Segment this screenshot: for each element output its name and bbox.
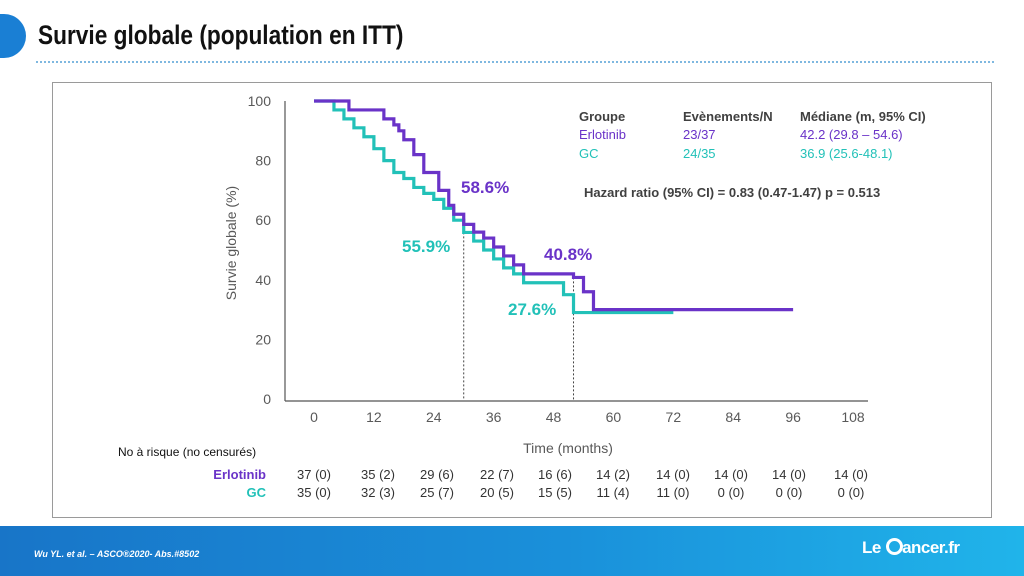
risk-cell: 14 (0) — [834, 467, 868, 482]
x-tick-label: 36 — [486, 409, 502, 425]
survival-curves — [314, 99, 794, 315]
y-tick-label: 40 — [255, 272, 271, 288]
risk-cell: 14 (0) — [656, 467, 690, 482]
brand-prefix: Le — [862, 538, 886, 557]
risk-row-label-erlotinib: Erlotinib — [213, 467, 266, 482]
x-tick-label: 84 — [725, 409, 741, 425]
x-tick-label: 60 — [606, 409, 622, 425]
risk-row-label-gc: GC — [246, 485, 267, 500]
legend-header-median: Médiane (m, 95% CI) — [800, 109, 926, 124]
annotation-erlotinib: 40.8% — [544, 245, 592, 264]
brand-suffix: ancer.fr — [902, 538, 960, 557]
y-tick-label: 0 — [263, 391, 271, 407]
risk-cell: 11 (4) — [596, 485, 630, 500]
hazard-ratio-text: Hazard ratio (95% CI) = 0.83 (0.47-1.47)… — [584, 185, 880, 200]
legend-header-group: Groupe — [579, 109, 625, 124]
footer-bar — [0, 526, 1024, 576]
annotation-gc: 27.6% — [508, 300, 556, 319]
legend-gc-group: GC — [579, 146, 599, 161]
annotation-erlotinib: 58.6% — [461, 178, 509, 197]
title-divider — [36, 61, 994, 63]
legend-erlotinib-median: 42.2 (29.8 – 54.6) — [800, 127, 903, 142]
risk-cell: 14 (0) — [772, 467, 806, 482]
legend-erlotinib-events: 23/37 — [683, 127, 716, 142]
risk-cell: 20 (5) — [480, 485, 514, 500]
chart-axes — [284, 101, 868, 402]
survival-curve-erlotinib — [314, 99, 794, 312]
citation: Wu YL. et al. – ASCO®2020- Abs.#8502 — [34, 549, 200, 559]
risk-cell: 14 (2) — [596, 467, 630, 482]
chart-frame — [52, 82, 992, 518]
legend-gc-median: 36.9 (25.6-48.1) — [800, 146, 893, 161]
risk-cell: 29 (6) — [420, 467, 454, 482]
risk-table-title: No à risque (no censurés) — [118, 445, 257, 459]
x-tick-label: 24 — [426, 409, 442, 425]
risk-cell: 16 (6) — [538, 467, 572, 482]
risk-cell: 35 (0) — [297, 485, 331, 500]
risk-cell: 11 (0) — [656, 485, 690, 500]
risk-cell: 0 (0) — [837, 485, 865, 500]
chart-ticks: 0 20 40 60 80 100 0 12 24 36 48 60 72 84 96 108 — [248, 93, 865, 425]
risk-cell: 22 (7) — [480, 467, 514, 482]
chart-annotations: 58.6% 40.8% 55.9% 27.6% — [402, 178, 592, 319]
legend-header-events: Evènements/N — [683, 109, 773, 124]
y-axis-label: Survie globale (%) — [223, 186, 239, 300]
risk-cell: 25 (7) — [420, 485, 454, 500]
risk-cell: 15 (5) — [538, 485, 572, 500]
risk-cell: 35 (2) — [361, 467, 395, 482]
x-tick-label: 96 — [785, 409, 801, 425]
y-tick-label: 60 — [255, 212, 271, 228]
brand-logo: Le ancer.fr — [862, 538, 960, 558]
x-tick-label: 48 — [546, 409, 562, 425]
annotation-gc: 55.9% — [402, 237, 450, 256]
y-tick-label: 100 — [248, 93, 272, 109]
x-axis-label: Time (months) — [523, 440, 613, 456]
x-tick-label: 0 — [310, 409, 318, 425]
y-tick-label: 20 — [255, 331, 271, 347]
risk-cell: 0 (0) — [775, 485, 803, 500]
circle-c-logo-icon — [886, 538, 904, 555]
risk-cell: 14 (0) — [714, 467, 748, 482]
x-tick-label: 12 — [366, 409, 382, 425]
legend-gc-events: 24/35 — [683, 146, 716, 161]
x-tick-label: 108 — [841, 409, 865, 425]
risk-cell: 32 (3) — [361, 485, 395, 500]
risk-cell: 37 (0) — [297, 467, 331, 482]
risk-cell: 0 (0) — [717, 485, 745, 500]
x-tick-label: 72 — [666, 409, 682, 425]
page-title: Survie globale (population en ITT) — [38, 20, 404, 50]
y-tick-label: 80 — [255, 153, 271, 169]
legend-erlotinib-group: Erlotinib — [579, 127, 626, 142]
